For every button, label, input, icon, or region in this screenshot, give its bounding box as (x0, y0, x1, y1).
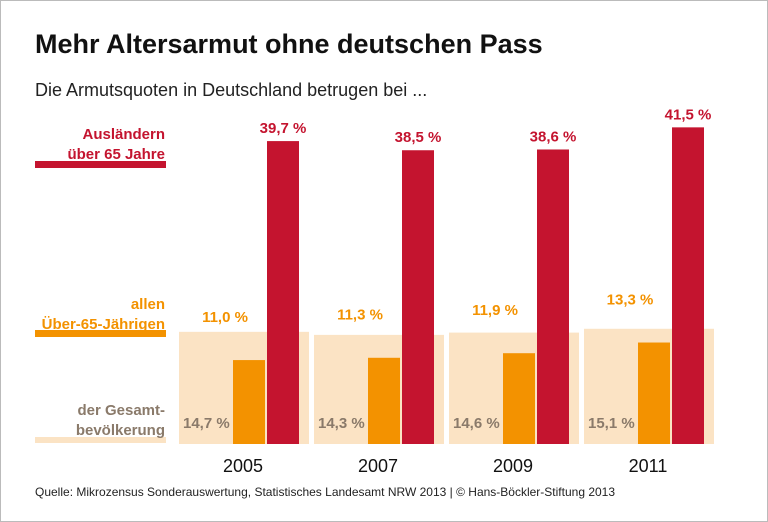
value-label: 39,7 % (260, 120, 307, 137)
legend-label: der Gesamt- bevölkerung (75, 402, 165, 439)
bar (638, 342, 670, 444)
value-label: 14,3 % (318, 415, 365, 432)
bar (672, 127, 704, 444)
value-label: 14,6 % (453, 415, 500, 432)
source-note: Quelle: Mikrozensus Sonderauswertung, St… (35, 485, 615, 499)
chart-title: Mehr Altersarmut ohne deutschen Pass (35, 29, 543, 59)
value-label: 13,3 % (607, 291, 654, 308)
x-tick-label: 2007 (358, 456, 398, 476)
value-label: 14,7 % (183, 415, 230, 432)
bar (537, 149, 569, 444)
bar (503, 353, 535, 444)
bar (267, 141, 299, 445)
value-label: 38,5 % (395, 129, 442, 146)
value-label: 15,1 % (588, 415, 635, 432)
x-tick-label: 2009 (493, 456, 533, 476)
value-label: 11,9 % (472, 302, 518, 319)
chart-subtitle: Die Armutsquoten in Deutschland betrugen… (35, 80, 427, 100)
legend-label: Ausländern über 65 Jahre (67, 126, 165, 163)
bar (368, 357, 400, 444)
value-label: 11,3 % (337, 307, 383, 324)
legend-swatch (35, 437, 166, 443)
legend-swatch (35, 161, 166, 168)
legend-swatch (35, 330, 166, 337)
bar (233, 360, 265, 444)
value-label: 41,5 % (665, 106, 712, 123)
value-label: 11,0 % (202, 309, 248, 326)
x-tick-label: 2011 (629, 456, 668, 476)
bar (402, 150, 434, 444)
value-label: 38,6 % (530, 128, 577, 145)
legend-label: allen Über-65-Jährigen (41, 296, 165, 333)
x-tick-label: 2005 (223, 456, 263, 476)
